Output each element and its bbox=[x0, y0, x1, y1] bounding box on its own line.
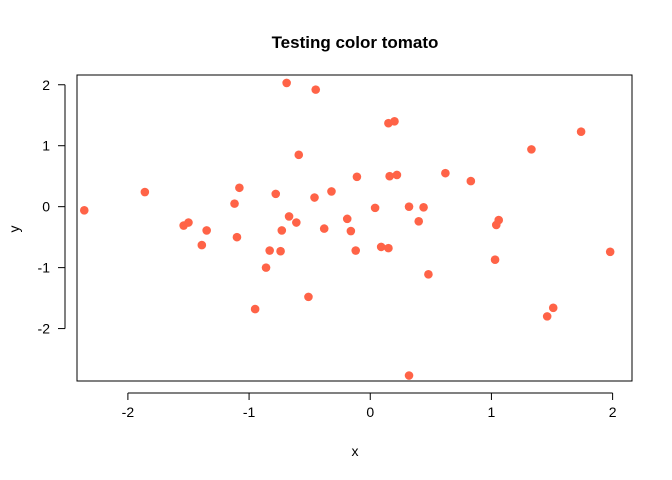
data-point bbox=[466, 176, 476, 186]
x-axis: -2 -1 0 1 2 bbox=[122, 392, 617, 420]
data-point bbox=[277, 226, 287, 235]
data-point bbox=[284, 212, 294, 221]
data-point bbox=[576, 127, 586, 136]
data-point bbox=[494, 215, 504, 225]
data-point bbox=[184, 218, 193, 227]
data-point bbox=[542, 312, 552, 321]
chart-title: Testing color tomato bbox=[272, 33, 439, 52]
data-point bbox=[441, 168, 450, 178]
y-tick-label: 1 bbox=[42, 138, 50, 154]
data-point bbox=[390, 117, 399, 126]
data-point bbox=[265, 246, 274, 255]
data-point bbox=[351, 246, 361, 255]
data-point bbox=[311, 85, 321, 94]
data-point bbox=[276, 246, 285, 256]
data-point bbox=[140, 187, 150, 197]
data-point bbox=[310, 193, 319, 202]
x-tick-label: 1 bbox=[488, 404, 496, 420]
data-points bbox=[79, 78, 615, 380]
data-point bbox=[376, 242, 386, 252]
data-point bbox=[261, 263, 271, 272]
data-point bbox=[327, 187, 336, 196]
data-point bbox=[282, 78, 291, 88]
data-point bbox=[424, 270, 433, 279]
data-point bbox=[384, 243, 393, 253]
x-tick-label: -2 bbox=[122, 404, 135, 420]
data-point bbox=[292, 218, 301, 227]
data-point bbox=[197, 240, 207, 250]
data-point bbox=[304, 292, 313, 302]
data-point bbox=[404, 202, 414, 211]
data-point bbox=[605, 247, 615, 257]
x-tick-label: -1 bbox=[243, 404, 256, 420]
data-point bbox=[319, 224, 329, 233]
data-point bbox=[79, 206, 89, 215]
data-point bbox=[548, 303, 558, 313]
x-tick-label: 0 bbox=[366, 404, 374, 420]
data-point bbox=[271, 189, 281, 199]
y-tick-label: -2 bbox=[38, 321, 51, 337]
data-point bbox=[419, 202, 428, 212]
data-point bbox=[250, 304, 260, 314]
data-point bbox=[370, 203, 380, 213]
data-point bbox=[202, 226, 211, 235]
plot-frame bbox=[76, 74, 633, 382]
data-point bbox=[294, 150, 304, 160]
data-point bbox=[352, 172, 362, 182]
data-point bbox=[230, 199, 239, 208]
y-tick-label: 0 bbox=[42, 199, 50, 215]
y-tick-label: -1 bbox=[38, 260, 51, 276]
data-point bbox=[232, 232, 242, 242]
data-point bbox=[490, 255, 500, 264]
y-tick-label: 2 bbox=[42, 77, 50, 93]
y-axis: -2 -1 0 1 2 bbox=[38, 77, 66, 337]
x-axis-label: x bbox=[352, 443, 359, 459]
data-point bbox=[385, 171, 394, 181]
data-point bbox=[235, 183, 244, 193]
data-point bbox=[414, 216, 424, 226]
y-axis-label: y bbox=[6, 226, 22, 233]
data-point bbox=[527, 145, 536, 154]
data-point bbox=[392, 170, 402, 180]
x-tick-label: 2 bbox=[609, 404, 617, 420]
data-point bbox=[404, 371, 414, 380]
data-point bbox=[342, 214, 352, 224]
data-point bbox=[346, 226, 356, 236]
